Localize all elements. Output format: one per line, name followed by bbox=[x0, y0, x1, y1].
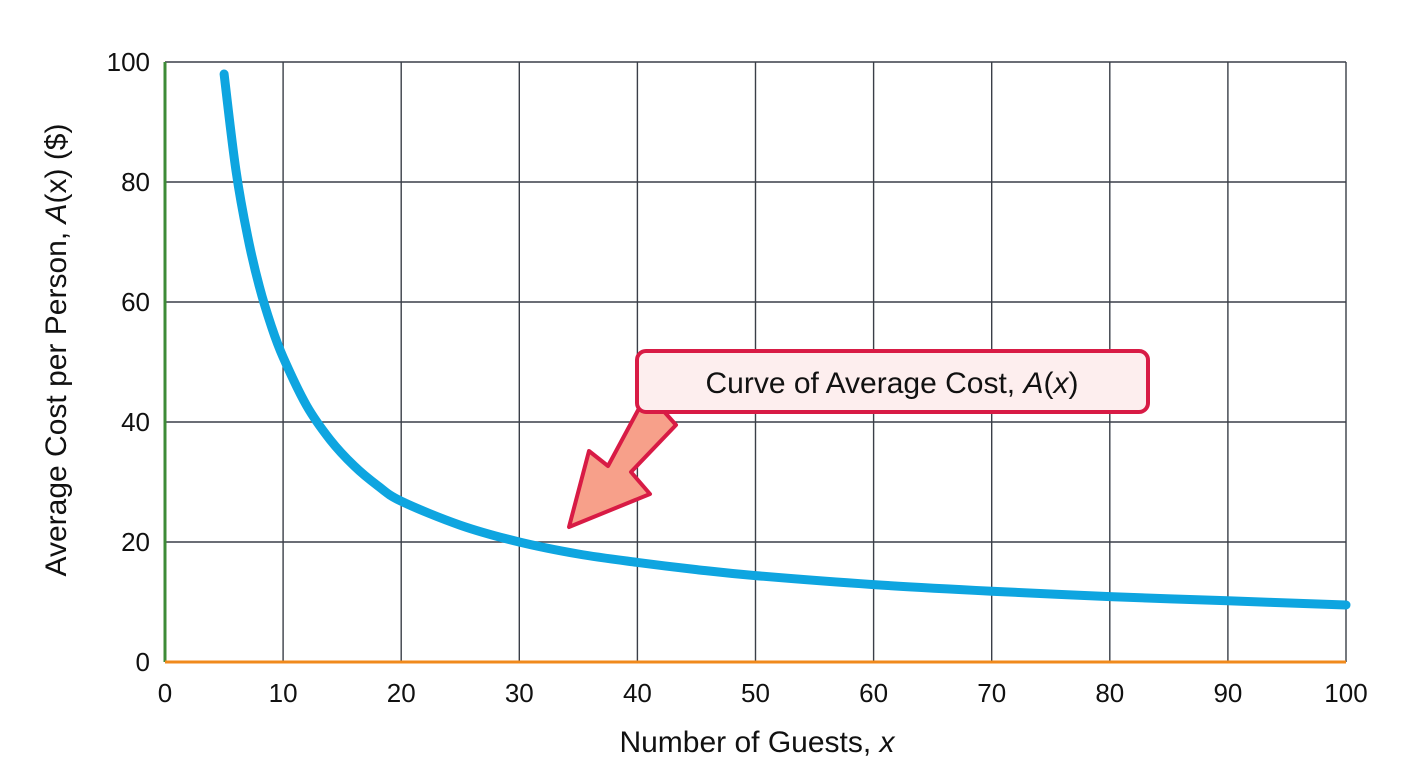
x-tick-label: 20 bbox=[387, 678, 416, 708]
y-tick-label: 80 bbox=[121, 167, 150, 197]
y-axis-title: Average Cost per Person, A(x) ($) bbox=[40, 124, 73, 577]
x-tick-label: 90 bbox=[1213, 678, 1242, 708]
x-tick-label: 60 bbox=[859, 678, 888, 708]
axes bbox=[163, 62, 1346, 664]
x-tick-label: 30 bbox=[505, 678, 534, 708]
y-tick-label: 100 bbox=[107, 47, 150, 77]
y-tick-label: 20 bbox=[121, 527, 150, 557]
x-tick-labels: 0 10 20 30 40 50 60 70 80 90 100 bbox=[158, 678, 1368, 708]
x-tick-label: 10 bbox=[269, 678, 298, 708]
callout-label: Curve of Average Cost, A(x) bbox=[706, 367, 1079, 400]
y-tick-label: 40 bbox=[121, 407, 150, 437]
x-tick-label: 40 bbox=[623, 678, 652, 708]
x-tick-label: 100 bbox=[1324, 678, 1367, 708]
callout-box bbox=[635, 349, 1150, 414]
average-cost-curve bbox=[219, 69, 1351, 610]
curve-callout: Curve of Average Cost, A(x) bbox=[567, 349, 1150, 529]
y-tick-labels: 0 20 40 60 80 100 bbox=[107, 47, 150, 677]
y-tick-label: 0 bbox=[136, 647, 150, 677]
x-tick-label: 50 bbox=[741, 678, 770, 708]
x-tick-label: 70 bbox=[977, 678, 1006, 708]
x-tick-label: 0 bbox=[158, 678, 172, 708]
callout-arrow bbox=[567, 399, 678, 529]
series-layer bbox=[219, 69, 1351, 610]
x-tick-label: 80 bbox=[1095, 678, 1124, 708]
x-axis-title: Number of Guests, x bbox=[619, 726, 895, 759]
y-tick-label: 60 bbox=[121, 287, 150, 317]
